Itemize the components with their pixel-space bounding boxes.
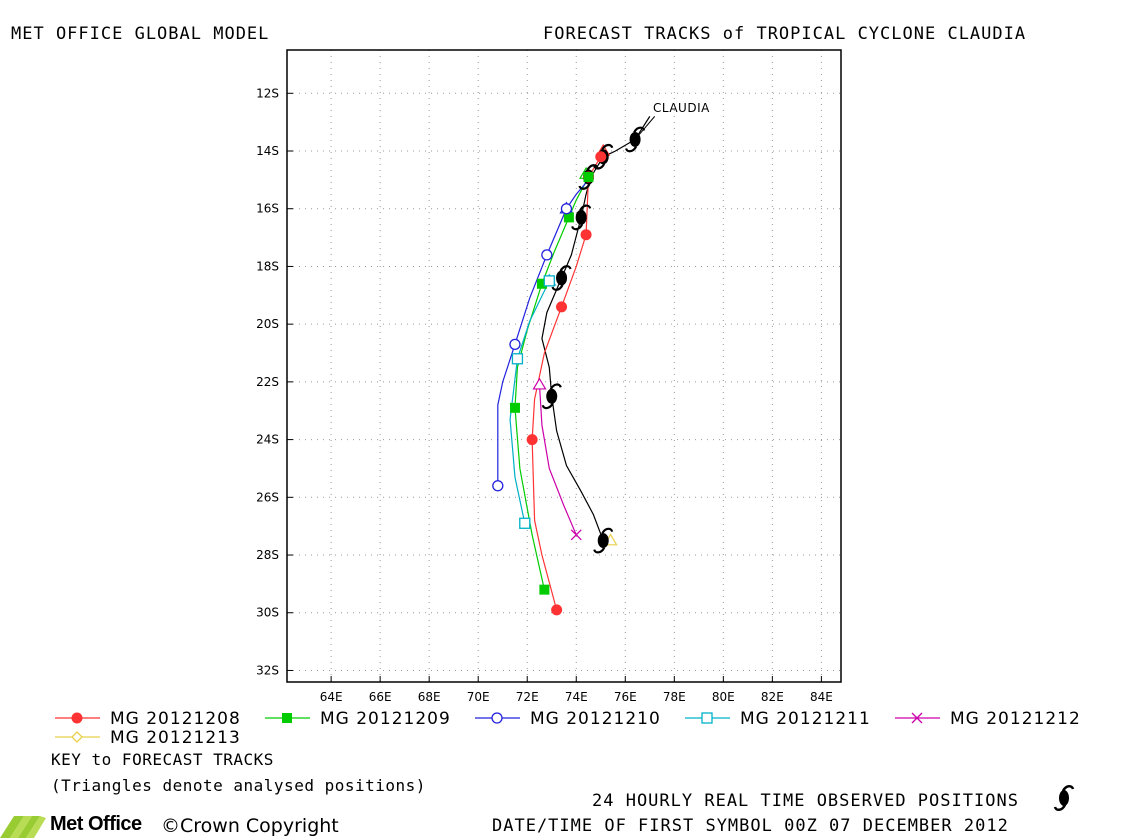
copyright: ©Crown Copyright xyxy=(161,815,339,837)
forecast-point xyxy=(560,203,573,215)
y-tick-label: 12S xyxy=(256,86,279,100)
forecast-point xyxy=(583,171,594,182)
observed-track-line xyxy=(541,116,651,541)
cyclone-arm xyxy=(578,164,599,190)
x-tick-label: 72E xyxy=(516,690,539,704)
x-tick-label: 82E xyxy=(761,690,784,704)
analysed-note: (Triangles denote analysed positions) xyxy=(51,776,426,795)
first-symbol-datetime: DATE/TIME OF FIRST SYMBOL 00Z 07 DECEMBE… xyxy=(492,816,1009,836)
forecast-point xyxy=(570,529,582,541)
forecast-point xyxy=(511,353,524,365)
legend-entry-label: MG 20121208 xyxy=(110,709,241,729)
key-title: KEY to FORECAST TRACKS xyxy=(51,750,274,769)
forecast-track-line xyxy=(509,280,550,524)
forecast-point xyxy=(492,480,504,492)
storm-label-leader xyxy=(634,116,656,140)
y-tick-label: 18S xyxy=(256,259,279,273)
x-tick-label: 84E xyxy=(810,690,833,704)
observed-positions-label: 24 HOURLY REAL TIME OBSERVED POSITIONS xyxy=(592,791,1019,811)
forecast-point xyxy=(509,402,520,413)
x-tick-label: 70E xyxy=(467,690,490,704)
y-tick-label: 24S xyxy=(256,433,279,447)
legend-entry-label: MG 20121209 xyxy=(320,709,451,729)
brand-name: Met Office xyxy=(50,813,142,835)
legend-swatch-marker xyxy=(701,712,713,724)
forecast-point xyxy=(539,584,550,595)
legend-swatch-marker xyxy=(911,712,923,724)
cyclone-arm xyxy=(551,265,572,291)
cyclone-eye xyxy=(556,270,568,286)
y-tick-label: 22S xyxy=(256,375,279,389)
cyclone-arm xyxy=(593,143,614,170)
legend-entry-label: MG 20121212 xyxy=(950,709,1081,729)
observed-position-symbol xyxy=(541,383,562,410)
forecast-point xyxy=(556,301,568,313)
forecast-point xyxy=(563,212,574,223)
observed-position-symbol xyxy=(571,204,592,231)
y-tick-label: 26S xyxy=(256,490,279,504)
legend-entry-label: MG 20121211 xyxy=(740,709,871,729)
x-tick-label: 74E xyxy=(565,690,588,704)
cyclone-eye xyxy=(546,388,558,404)
y-tick-label: 20S xyxy=(256,317,279,331)
cyclone-arm xyxy=(571,204,592,231)
cyclone-arm xyxy=(541,383,562,410)
analysed-position-triangle xyxy=(532,377,547,390)
forecast-point xyxy=(519,517,531,529)
observed-position-symbol xyxy=(551,265,572,291)
legend-entry-label: MG 20121210 xyxy=(530,709,661,729)
model-title: MET OFFICE GLOBAL MODEL xyxy=(11,24,270,44)
forecast-track-line xyxy=(538,384,577,536)
forecast-track-line xyxy=(497,176,592,486)
plot-frame xyxy=(286,49,842,683)
forecast-point xyxy=(536,278,547,289)
cyclone-arm xyxy=(593,527,614,554)
cyclone-eye xyxy=(575,209,587,225)
legend-swatch-marker xyxy=(71,712,83,724)
legend-entry-label: MG 20121213 xyxy=(110,728,241,748)
hurricane-icon xyxy=(1053,785,1075,811)
legend-swatch-marker xyxy=(71,731,83,743)
forecast-point xyxy=(551,604,563,616)
legend-swatch-marker xyxy=(491,712,503,724)
forecast-point xyxy=(526,434,538,446)
met-office-logo-icon xyxy=(0,816,46,838)
forecast-point xyxy=(595,151,607,163)
x-tick-label: 68E xyxy=(418,690,441,704)
x-tick-label: 66E xyxy=(369,690,392,704)
y-tick-label: 16S xyxy=(256,202,279,216)
y-tick-label: 28S xyxy=(256,548,279,562)
cyclone-eye xyxy=(597,533,609,549)
chart-title: FORECAST TRACKS of TROPICAL CYCLONE CLAU… xyxy=(543,24,1027,44)
y-tick-label: 30S xyxy=(256,606,279,620)
legend-swatch-marker xyxy=(282,713,292,723)
y-tick-label: 14S xyxy=(256,144,279,158)
forecast-point xyxy=(541,249,553,261)
x-tick-label: 80E xyxy=(712,690,735,704)
forecast-point xyxy=(543,275,555,287)
forecast-point xyxy=(580,229,592,241)
copyright-icon: © xyxy=(161,815,180,837)
y-tick-label: 32S xyxy=(256,663,279,677)
forecast-point xyxy=(509,338,521,351)
x-tick-label: 64E xyxy=(320,690,343,704)
observed-position-symbol xyxy=(593,527,614,554)
x-tick-label: 76E xyxy=(614,690,637,704)
x-tick-label: 78E xyxy=(663,690,686,704)
forecast-track-line xyxy=(531,156,602,611)
storm-label: CLAUDIA xyxy=(653,101,710,115)
